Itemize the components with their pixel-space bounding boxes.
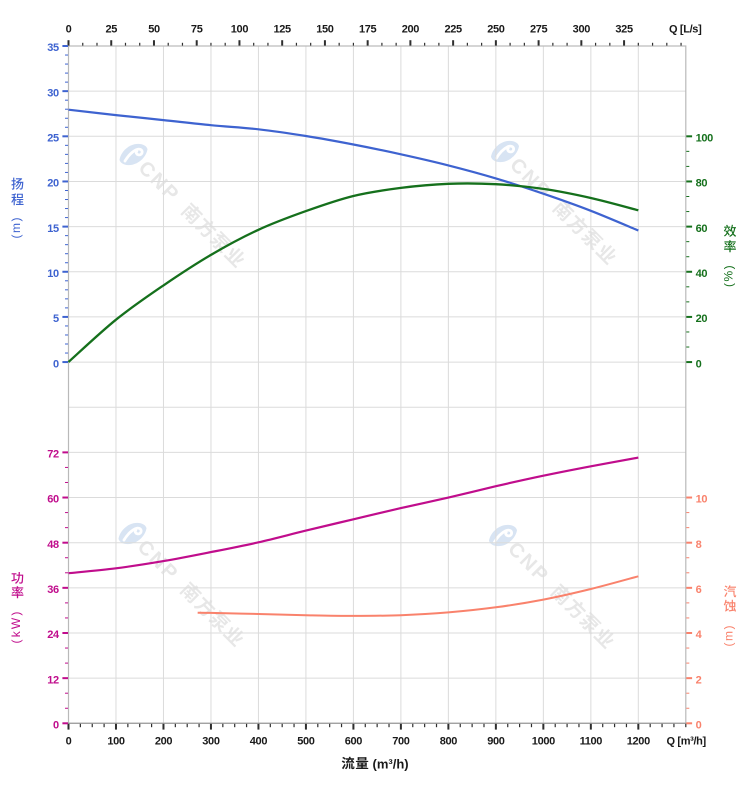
svg-text:1000: 1000 xyxy=(532,736,555,748)
svg-text:(%): (%) xyxy=(722,264,736,287)
svg-text:25: 25 xyxy=(105,24,117,36)
svg-text:5: 5 xyxy=(53,313,59,325)
svg-text:325: 325 xyxy=(615,24,633,36)
svg-text:80: 80 xyxy=(696,178,708,190)
svg-text:25: 25 xyxy=(47,133,59,145)
svg-text:24: 24 xyxy=(47,629,60,641)
svg-text:60: 60 xyxy=(696,223,708,235)
svg-text:400: 400 xyxy=(250,736,268,748)
svg-text:0: 0 xyxy=(696,358,702,370)
svg-text:0: 0 xyxy=(696,720,702,732)
svg-text:1200: 1200 xyxy=(627,736,650,748)
svg-text:6: 6 xyxy=(696,584,702,596)
svg-text:150: 150 xyxy=(316,24,334,36)
svg-text:0: 0 xyxy=(53,358,59,370)
svg-text:275: 275 xyxy=(530,24,548,36)
svg-text:4: 4 xyxy=(696,629,703,641)
svg-text:48: 48 xyxy=(47,539,59,551)
svg-text:0: 0 xyxy=(53,720,59,732)
svg-text:(kW): (kW) xyxy=(9,609,23,643)
svg-text:300: 300 xyxy=(573,24,591,36)
svg-text:300: 300 xyxy=(202,736,220,748)
svg-text:200: 200 xyxy=(402,24,420,36)
svg-text:20: 20 xyxy=(47,178,59,190)
svg-text:50: 50 xyxy=(148,24,160,36)
svg-text:10: 10 xyxy=(47,268,59,280)
svg-text:2: 2 xyxy=(696,674,702,686)
svg-text:30: 30 xyxy=(47,87,59,99)
svg-text:72: 72 xyxy=(47,449,59,461)
svg-text:100: 100 xyxy=(107,736,125,748)
svg-text:Q [L/s]: Q [L/s] xyxy=(669,24,702,36)
svg-text:15: 15 xyxy=(47,223,59,235)
svg-text:100: 100 xyxy=(696,133,714,145)
svg-text:125: 125 xyxy=(274,24,292,36)
svg-text:(m): (m) xyxy=(9,216,23,239)
svg-text:8: 8 xyxy=(696,539,702,551)
svg-text:700: 700 xyxy=(392,736,410,748)
svg-text:250: 250 xyxy=(487,24,505,36)
svg-text:75: 75 xyxy=(191,24,203,36)
svg-text:(m): (m) xyxy=(722,624,736,647)
svg-text:600: 600 xyxy=(345,736,363,748)
svg-text:36: 36 xyxy=(47,584,59,596)
svg-text:500: 500 xyxy=(297,736,315,748)
svg-text:100: 100 xyxy=(231,24,249,36)
svg-text:Q [m³/h]: Q [m³/h] xyxy=(667,736,707,748)
svg-text:35: 35 xyxy=(47,42,59,54)
svg-text:175: 175 xyxy=(359,24,377,36)
svg-text:12: 12 xyxy=(47,674,59,686)
svg-text:10: 10 xyxy=(696,494,708,506)
svg-text:225: 225 xyxy=(444,24,462,36)
svg-text:20: 20 xyxy=(696,313,708,325)
svg-text:800: 800 xyxy=(440,736,458,748)
svg-text:0: 0 xyxy=(66,736,72,748)
svg-text:900: 900 xyxy=(487,736,505,748)
svg-text:60: 60 xyxy=(47,494,59,506)
svg-text:1100: 1100 xyxy=(580,736,603,748)
svg-text:200: 200 xyxy=(155,736,173,748)
svg-text:(m³/h): (m³/h) xyxy=(373,756,409,771)
svg-text:40: 40 xyxy=(696,268,708,280)
svg-text:0: 0 xyxy=(66,24,72,36)
